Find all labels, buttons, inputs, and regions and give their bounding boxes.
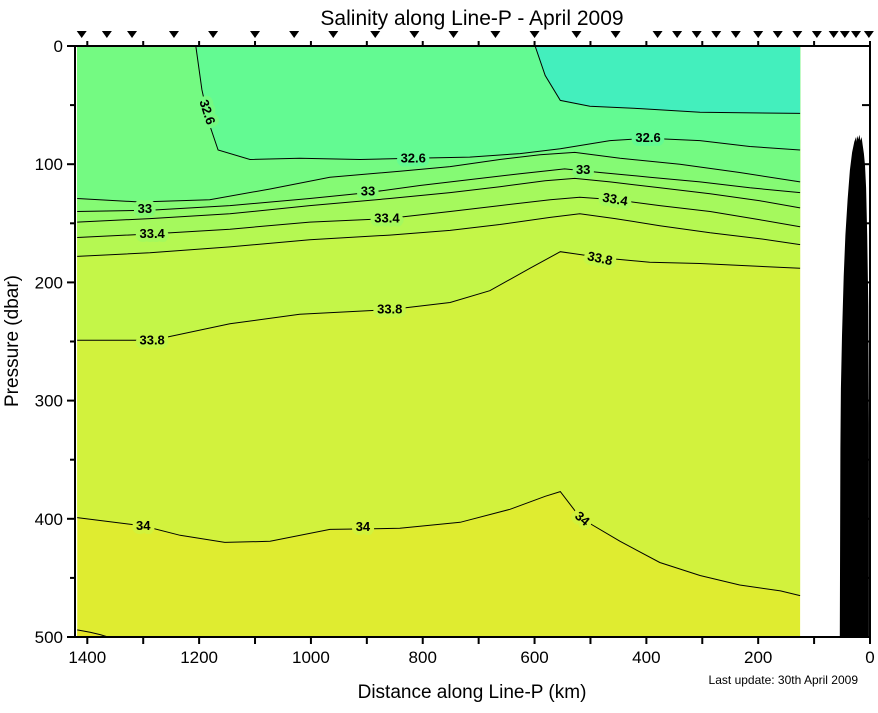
contour-line-33.8 xyxy=(77,251,801,341)
x-tick-label: 600 xyxy=(520,648,548,667)
x-tick-label: 0 xyxy=(865,648,874,667)
contour-value-label: 32.6 xyxy=(401,150,426,165)
station-marker xyxy=(571,31,582,38)
contour-value-label: 34 xyxy=(136,518,151,533)
x-tick-label: 200 xyxy=(744,648,772,667)
station-marker xyxy=(76,31,87,38)
chart-title: Salinity along Line-P - April 2009 xyxy=(320,7,623,30)
station-marker xyxy=(448,31,459,38)
y-tick-label: 100 xyxy=(35,155,63,174)
station-marker xyxy=(370,31,381,38)
y-tick-label: 200 xyxy=(35,273,63,292)
contour-value-label: 33 xyxy=(361,183,375,198)
x-tick-label: 800 xyxy=(409,648,437,667)
contour-line-34.2 xyxy=(77,629,109,638)
contour-lines-group xyxy=(77,45,801,638)
contour-value-label: 33 xyxy=(138,201,152,216)
station-marker xyxy=(101,31,112,38)
station-marker xyxy=(127,31,138,38)
station-marker xyxy=(672,31,683,38)
station-marker xyxy=(168,31,179,38)
contour-line-33.2 xyxy=(77,177,801,223)
y-tick-label: 300 xyxy=(35,392,63,411)
station-marker xyxy=(792,31,803,38)
station-marker xyxy=(289,31,300,38)
contour-value-label: 33.8 xyxy=(377,302,402,317)
station-marker xyxy=(328,31,339,38)
plot-render-root: 1400 1200 1000 800 600 400 200 0 0 100 200 300 400 50… xyxy=(35,31,875,667)
contour-value-label: 33.4 xyxy=(139,226,165,241)
last-update-note: Last update: 30th April 2009 xyxy=(709,673,859,687)
station-marker xyxy=(208,31,219,38)
station-marker xyxy=(851,31,862,38)
y-tick-label: 0 xyxy=(54,37,63,56)
station-marker xyxy=(652,31,663,38)
bathymetry-silhouette xyxy=(839,134,869,637)
contour-line-32.4 xyxy=(534,45,801,114)
contour-line-33 xyxy=(77,168,801,212)
y-tick-label: 400 xyxy=(35,510,63,529)
contour-value-label: 33.8 xyxy=(139,332,164,347)
station-marker xyxy=(772,31,783,38)
tick-labels-group: 1400 1200 1000 800 600 400 200 0 0 100 200 300 400 50… xyxy=(35,37,875,667)
y-tick-label: 500 xyxy=(35,628,63,647)
contour-value-label: 33 xyxy=(576,162,590,177)
contour-line-34 xyxy=(77,491,801,597)
station-marker xyxy=(863,31,874,38)
contour-line-32.8 xyxy=(77,151,801,203)
contour-value-label: 32.6 xyxy=(635,130,660,145)
station-marker xyxy=(730,31,741,38)
color-bands-group xyxy=(77,46,801,637)
station-marker xyxy=(250,31,261,38)
x-tick-label: 1400 xyxy=(68,648,106,667)
band-fill-above-32.4 xyxy=(77,46,801,114)
station-marker xyxy=(711,31,722,38)
station-markers-group xyxy=(76,31,874,38)
station-marker xyxy=(409,31,420,38)
contour-value-label: 33.4 xyxy=(374,211,400,226)
x-axis-title: Distance along Line-P (km) xyxy=(358,682,587,703)
x-tick-label: 1200 xyxy=(180,648,218,667)
station-marker xyxy=(811,31,822,38)
station-marker xyxy=(529,31,540,38)
station-marker xyxy=(839,31,850,38)
station-marker xyxy=(691,31,702,38)
contour-line-33.6 xyxy=(77,213,801,257)
contour-value-label: 34 xyxy=(356,519,371,534)
station-marker xyxy=(753,31,764,38)
y-axis-title: Pressure (dbar) xyxy=(2,275,23,407)
contour-line-32.6 xyxy=(195,45,801,161)
station-marker xyxy=(490,31,501,38)
axes-ticks-group xyxy=(67,41,871,644)
x-tick-label: 1000 xyxy=(292,648,330,667)
x-tick-label: 400 xyxy=(632,648,660,667)
station-marker xyxy=(828,31,839,38)
contour-line-33.4 xyxy=(77,196,801,238)
station-marker xyxy=(610,31,621,38)
